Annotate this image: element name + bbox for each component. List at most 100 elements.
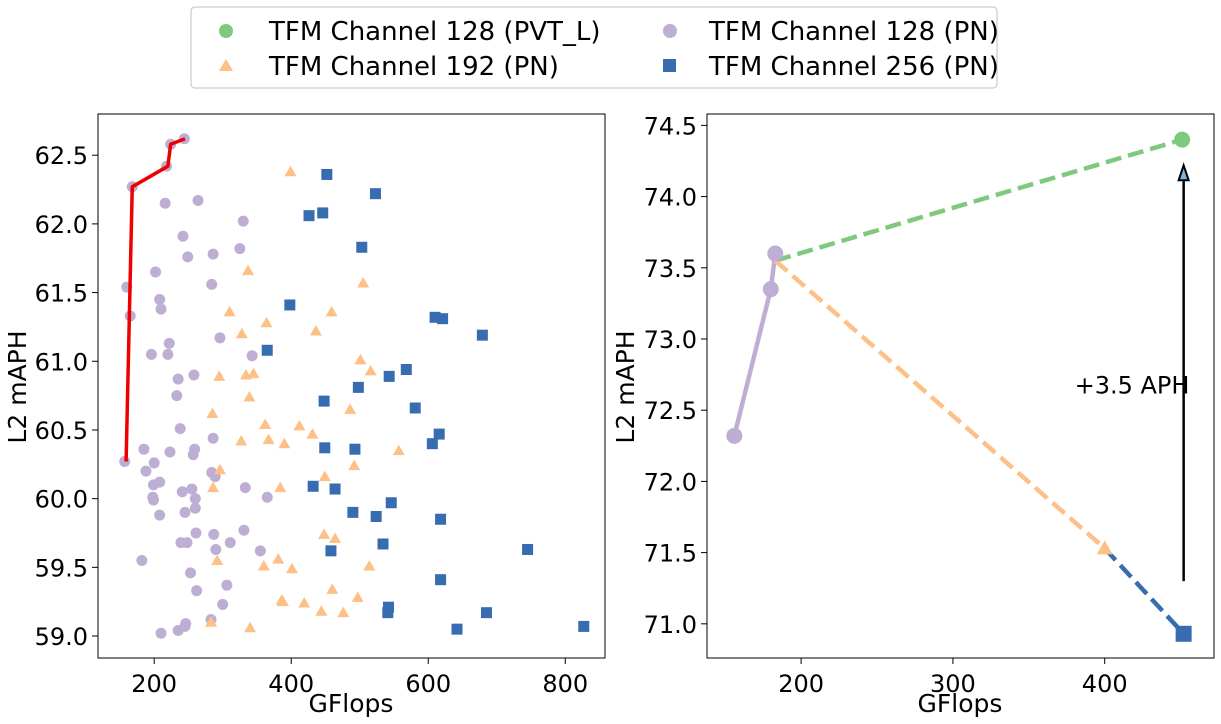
legend-entry-pn192: TFM Channel 192 (PN) (219, 52, 559, 82)
left-data-point-triangle (318, 528, 331, 539)
legend-marker-square (663, 59, 676, 72)
legend-marker-circle (219, 24, 233, 38)
y-tick-label: 60.0 (35, 486, 88, 514)
left-data-point-triangle (329, 532, 342, 543)
left-data-point-triangle (244, 621, 257, 633)
left-data-point-square (409, 402, 421, 414)
right-data-point-circle (1174, 131, 1191, 148)
left-data-point-triangle (274, 481, 287, 493)
y-tick-label: 73.5 (644, 255, 697, 283)
left-data-point-circle (237, 215, 249, 227)
right-plot: 200 300 400 71.0 71.5 72.0 72.5 73.0 73.5 74.0 74.… (611, 112, 1215, 718)
left-data-point-square (325, 545, 337, 557)
legend-label: TFM Channel 128 (PVT_L) (268, 17, 601, 47)
left-data-point-square (426, 438, 438, 450)
dashed-connector-line (773, 258, 1107, 551)
left-data-point-square (303, 210, 315, 222)
left-data-point-square (429, 311, 441, 323)
left-data-point-circle (159, 197, 171, 209)
left-data-point-circle (182, 251, 194, 263)
legend-marker-triangle (219, 59, 233, 71)
x-tick-label: 200 (131, 670, 177, 698)
y-tick-label: 62.5 (35, 142, 88, 170)
left-data-point-circle (190, 527, 202, 539)
left-data-point-triangle (348, 459, 361, 471)
left-data-point-square (321, 168, 333, 180)
left-data-point-square (435, 513, 447, 525)
series-line (732, 253, 778, 437)
left-data-point-circle (180, 618, 192, 630)
left-plot-marks (119, 133, 590, 639)
y-tick-label: 59.0 (35, 623, 88, 651)
x-tick-label: 800 (542, 670, 588, 698)
left-data-point-square (317, 207, 329, 219)
left-data-point-triangle (306, 428, 319, 439)
left-data-point-triangle (325, 305, 338, 317)
gain-annotation-label: +3.5 APH (1075, 372, 1190, 400)
x-tick-label: 400 (1082, 670, 1128, 698)
left-data-point-circle (221, 579, 233, 591)
left-data-point-square (307, 480, 319, 492)
legend-label: TFM Channel 128 (PN) (708, 17, 999, 47)
left-data-point-triangle (257, 559, 270, 571)
right-y-axis-label: L2 mAPH (611, 330, 640, 443)
left-data-point-circle (171, 390, 183, 402)
left-data-point-circle (224, 537, 236, 549)
y-tick-label: 73.0 (644, 326, 697, 354)
left-data-point-square (377, 538, 389, 550)
left-data-point-triangle (293, 419, 306, 431)
left-data-point-circle (214, 332, 226, 344)
left-data-point-triangle (326, 583, 339, 594)
right-data-point-circle (726, 427, 743, 444)
left-data-point-circle (234, 243, 246, 255)
left-data-point-square (437, 313, 449, 325)
left-data-point-circle (140, 465, 152, 477)
right-x-axis-label: GFlops (918, 689, 1003, 718)
left-data-point-circle (184, 567, 196, 579)
left-data-point-circle (192, 195, 204, 207)
left-data-point-circle (208, 528, 220, 540)
right-data-point-square (1175, 625, 1192, 642)
left-data-point-circle (174, 423, 186, 435)
left-data-point-square (480, 607, 492, 619)
left-data-point-triangle (259, 418, 272, 429)
left-data-point-circle (162, 348, 174, 360)
left-data-point-square (369, 188, 381, 200)
right-data-point-triangle (1096, 540, 1113, 555)
y-tick-label: 72.5 (644, 397, 697, 425)
dashed-connector-line (774, 137, 1183, 263)
legend-entry-pn256: TFM Channel 256 (PN) (663, 52, 999, 82)
left-data-point-circle (186, 483, 198, 495)
legend-label: TFM Channel 256 (PN) (708, 52, 999, 82)
left-data-point-circle (154, 293, 166, 305)
left-data-point-circle (154, 509, 166, 521)
left-data-point-triangle (260, 316, 273, 328)
left-data-point-triangle (354, 353, 367, 365)
left-data-point-circle (147, 494, 159, 506)
left-data-point-triangle (206, 407, 219, 418)
left-data-point-triangle (276, 595, 289, 607)
left-data-point-triangle (337, 606, 350, 618)
left-data-point-circle (189, 443, 201, 455)
left-axes-frame (97, 113, 606, 659)
x-tick-label: 400 (268, 670, 314, 698)
left-data-point-circle (254, 545, 266, 557)
left-data-point-circle (150, 266, 162, 278)
legend-marker-circle (663, 24, 677, 38)
y-tick-label: 72.0 (644, 468, 697, 496)
left-data-point-triangle (205, 616, 218, 627)
left-data-point-square (385, 497, 397, 509)
left-data-point-circle (136, 554, 148, 566)
left-data-point-circle (138, 443, 150, 455)
left-data-point-triangle (363, 559, 376, 571)
left-data-point-square (400, 364, 412, 376)
left-data-point-triangle (213, 370, 226, 381)
left-data-point-square (433, 428, 445, 440)
left-data-point-square (284, 299, 296, 311)
left-data-point-square (451, 623, 463, 635)
left-data-point-square (370, 511, 382, 523)
left-data-point-triangle (207, 481, 220, 493)
left-data-point-circle (145, 348, 157, 360)
right-data-point-circle (762, 281, 779, 298)
